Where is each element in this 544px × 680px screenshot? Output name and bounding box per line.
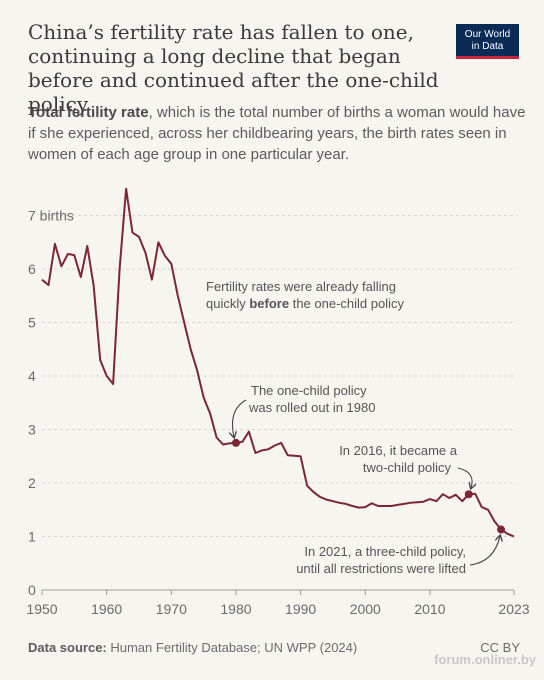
annotation-1980-arrow (233, 399, 247, 437)
y-tick-label: 4 (28, 368, 36, 384)
annotation-pre-policy: Fertility rates were already falling qui… (206, 279, 404, 311)
logo-line-2: in Data (471, 41, 504, 52)
annotation-2016-line1: In 2016, it became a (339, 443, 458, 458)
license-link[interactable]: CC BY (480, 640, 520, 655)
y-tick-label: 2 (28, 475, 36, 491)
x-tick-label: 2010 (414, 601, 445, 617)
x-tick-label: 2000 (350, 601, 381, 617)
fertility-rate-line (41, 187, 515, 538)
annotation-2021-arrow (469, 536, 500, 566)
x-tick-label: 1970 (156, 601, 187, 617)
chart-title: China’s fertility rate has fallen to one… (28, 20, 439, 116)
y-tick-label: 5 (28, 315, 36, 331)
logo-line-1: Our World (464, 29, 511, 40)
highlight-point (464, 490, 473, 499)
highlight-point (497, 525, 506, 534)
annotation-2021-line2: until all restrictions were lifted (296, 561, 466, 576)
watermark: forum.onliner.by (434, 652, 536, 667)
annotation-text-part: quickly (206, 296, 249, 311)
annotation-2016-line2: two-child policy (363, 460, 452, 475)
x-tick-label: 1960 (91, 601, 122, 617)
annotation-text-part: the one-child policy (289, 296, 404, 311)
subtitle-bold: Total fertility rate (28, 104, 149, 121)
annotation-pre-policy-line1: Fertility rates were already falling (206, 279, 396, 294)
annotation-1980-line2: was rolled out in 1980 (248, 400, 375, 415)
y-tick-label: 1 (28, 529, 36, 545)
svg-text:quickly before the one-child p: quickly before the one-child policy (206, 296, 404, 311)
data-source-label: Data source: (28, 640, 107, 655)
x-tick-label: 2023 (498, 601, 529, 617)
annotation-2016: In 2016, it became a two-child policy (339, 443, 472, 488)
annotation-1980: The one-child policy was rolled out in 1… (233, 383, 375, 437)
annotation-bold-word: before (249, 296, 289, 311)
y-tick-label: 0 (28, 582, 36, 598)
x-tick-label: 1950 (26, 601, 57, 617)
subtitle-text: , which is the total number of births a … (28, 104, 526, 163)
annotation-pre-policy-text: quickly before the one-child policy (206, 296, 404, 311)
x-tick-label: 1990 (285, 601, 316, 617)
svg-text:Fertility rates were already f: Fertility rates were already falling (206, 279, 396, 294)
annotation-2021-line1: In 2021, a three-child policy, (304, 544, 466, 559)
y-tick-label: 7 births (28, 208, 74, 224)
annotation-2016-arrow (457, 467, 472, 488)
annotation-2021: In 2021, a three-child policy, until all… (296, 536, 500, 576)
y-tick-label: 3 (28, 422, 36, 438)
data-source-text: Human Fertility Database; UN WPP (2024) (106, 640, 358, 655)
annotation-1980-line1: The one-child policy (251, 383, 367, 398)
x-tick-label: 1980 (220, 601, 251, 617)
data-source: Data source: Human Fertility Database; U… (28, 640, 518, 655)
y-tick-label: 6 (28, 261, 36, 277)
owid-logo[interactable]: Our World in Data (456, 24, 519, 59)
chart-subtitle: Total fertility rate, which is the total… (28, 102, 528, 165)
highlight-point (231, 438, 240, 447)
